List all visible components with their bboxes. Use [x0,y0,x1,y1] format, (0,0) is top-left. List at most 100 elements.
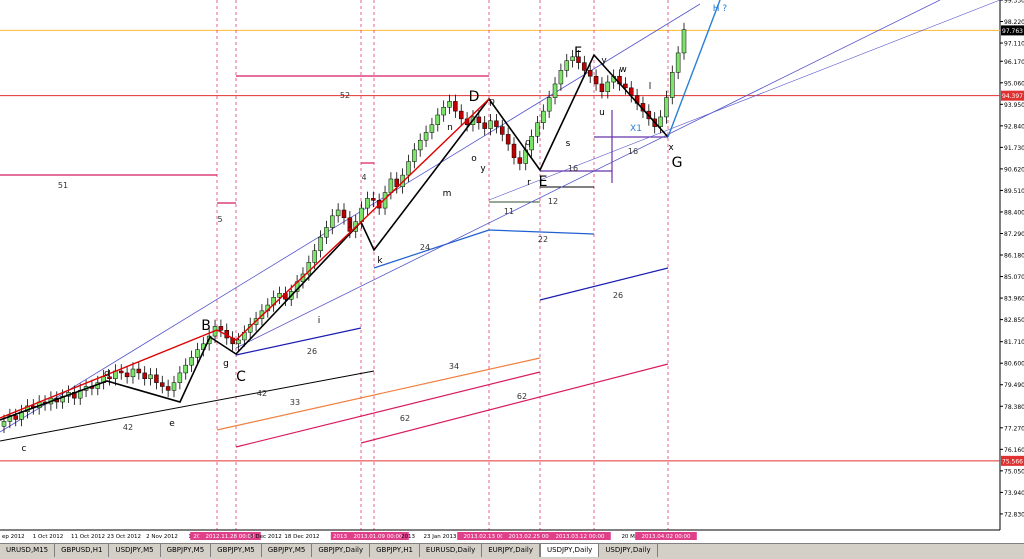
x-tick-label: 2013 [401,534,415,540]
wave-label-10: g [223,359,229,369]
candle-body [576,56,581,63]
count-label: 26 [307,347,317,356]
tab-urusd-m15[interactable]: URUSD,M15 [0,544,56,557]
price-flag-bg [1001,455,1024,466]
wave-label-11: i [318,316,321,326]
count-label: 34 [449,362,459,371]
h-projection-line [667,0,721,138]
candle-body [482,122,487,129]
y-tick-label: 75.050 [1004,468,1024,475]
tab-usdjpy-daily-2[interactable]: USDJPY,Daily [599,544,658,557]
trendline-blue-24 [373,229,490,269]
candle-body [107,376,112,379]
wave-label-7: c [22,444,27,454]
candle-body [494,120,499,127]
date-flag-bg [457,532,519,540]
wave-label-1: C [236,369,246,385]
candle-body [388,178,394,193]
wave-label-4: F [574,45,582,61]
candle-body [429,124,435,133]
chart-background [0,0,1024,543]
candle-body [171,382,177,391]
wave-label-8: d [104,369,110,379]
trendline-black-base [0,370,375,442]
date-flag-bg [347,532,409,540]
candle-body [330,215,335,228]
y-tick-label: 89.510 [1004,188,1024,195]
tab-eurjpy-daily[interactable]: EURJPY,Daily [482,544,540,557]
y-tick-label: 98.220 [1004,19,1024,26]
chart-tabs: URUSD,M15 GBPUSD,H1 USDJPY,M5 GBPJPY,M5 … [0,543,1024,559]
wave-label-23: x [668,143,674,153]
candle-body [511,143,517,158]
wave-path-red [0,98,490,419]
x-tick-label: 23 Oct 2012 [107,534,141,540]
wave-label-16: o [471,154,477,164]
y-tick-label: 92.840 [1004,123,1024,130]
wave-label-21: u [599,108,605,118]
wave-label-3: E [539,174,548,190]
tab-gbpusd-h1[interactable]: GBPUSD,H1 [55,544,110,557]
x-tick-label: 2013.02.13 00:00 [463,534,513,540]
wave-label-25: y [480,164,486,174]
wave-label-9: e [169,419,175,429]
candle-body [535,122,540,137]
count-label: 62 [517,392,527,401]
price-flag-bg [1001,90,1024,101]
y-tick-label: 72.830 [1004,511,1024,518]
channel-lower [235,0,941,349]
count-label: 26 [613,291,623,300]
candle-body [558,70,564,85]
candle-body [476,116,482,124]
candle-body [406,161,411,176]
count-label: 33 [290,398,300,407]
x-tick-label: 20 Mar [621,534,641,540]
price-chart[interactable]: 99.330 98.220 97.110 96.170 95.060 93.950 92.8… [0,0,1024,543]
wave-label-19: r [527,178,531,188]
trendline-navy-26 [235,327,362,356]
x-tick-label: 2013.04.02 00:00 [641,534,691,540]
trendline-magenta-62 [360,363,669,444]
y-tick-label: 87.290 [1004,231,1024,238]
tab-gbpjpy-daily[interactable]: GBPJPY,Daily [312,544,371,557]
candle-body [365,198,370,209]
date-flag-bg [635,532,697,540]
tab-usdjpy-daily-active[interactable]: USDJPY,Daily [540,544,600,557]
candle-body [183,364,188,374]
x-tick-label: 2013.03.12 00:00 [555,534,605,540]
candle-body [453,101,458,112]
price-flag-label: 75.566 [1002,458,1023,465]
tab-eurusd-daily[interactable]: EURUSD,Daily [419,544,483,557]
wave-label-20: s [566,139,571,149]
tab-gbpjpy-m5-3[interactable]: GBPJPY,M5 [261,544,313,557]
candle-body [675,52,681,73]
candle-body [312,250,317,263]
y-tick-label: 81.710 [1004,339,1024,346]
candle-body [1,421,7,427]
y-tick-label: 88.400 [1004,209,1024,216]
candle-body [593,75,599,85]
price-flag-label: 97.763 [1002,28,1023,35]
candle-body [189,357,194,366]
candle-body [681,29,687,54]
x-tick-label: 1 Oct 2012 [33,534,64,540]
date-flag-bg [330,532,350,540]
candle-body [136,368,142,374]
candle-body [318,236,323,251]
tab-gbpjpy-m5-2[interactable]: GBPJPY,M5 [211,544,262,557]
tab-gbpjpy-m5-1[interactable]: GBPJPY,M5 [160,544,212,557]
candle-body [347,217,353,232]
trendline-navy-26b [539,267,669,301]
tab-gbpjpy-h1[interactable]: GBPJPY,H1 [370,544,420,557]
chart-canvas[interactable]: 99.330 98.220 97.110 96.170 95.060 93.950 92.8… [0,0,1024,543]
y-tick-label: 77.270 [1004,425,1024,432]
candle-body [417,139,423,151]
x-tick-label: 2013 [333,534,347,540]
y-tick-label: 86.180 [1004,253,1024,260]
tab-usdjpy-m5[interactable]: USDJPY,M5 [109,544,161,557]
count-label: 42 [257,389,267,398]
candle-body [165,386,171,391]
candle-body [341,209,347,219]
x-tick-label: 11 Oct 2012 [71,534,105,540]
wave-label-14: m [443,189,452,199]
